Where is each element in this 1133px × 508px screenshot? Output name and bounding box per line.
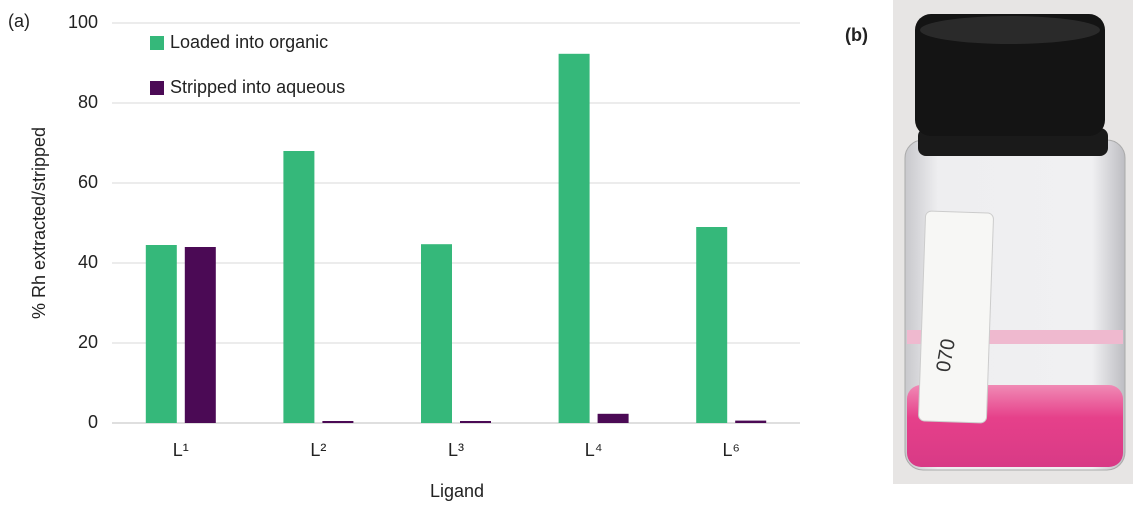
y-axis-title: % Rh extracted/stripped	[29, 127, 49, 319]
bar	[735, 421, 766, 423]
bar	[696, 227, 727, 423]
y-tick-label: 40	[78, 252, 98, 272]
y-tick-label: 0	[88, 412, 98, 432]
x-tick-label: L¹	[173, 440, 189, 460]
y-tick-label: 60	[78, 172, 98, 192]
cap-top	[920, 16, 1100, 44]
panel-label: (b)	[845, 25, 868, 45]
legend-swatch	[150, 36, 164, 50]
x-tick-label: L⁶	[722, 440, 739, 460]
bar	[460, 421, 491, 423]
bar	[598, 414, 629, 423]
figure: (a) % Rh extracted/stripped Ligand 070 (…	[0, 0, 1133, 503]
y-tick-label: 100	[68, 12, 98, 32]
x-tick-label: L²	[310, 440, 326, 460]
y-tick-label: 80	[78, 92, 98, 112]
x-tick-label: L⁴	[585, 440, 603, 460]
bar	[185, 247, 216, 423]
photo: 070	[893, 0, 1133, 484]
legend-swatch	[150, 81, 164, 95]
legend-label: Loaded into organic	[170, 32, 328, 52]
x-axis-title: Ligand	[430, 481, 484, 501]
bar	[283, 151, 314, 423]
x-tick-label: L³	[448, 440, 464, 460]
panel-label: (a)	[8, 11, 30, 31]
vial-label	[918, 211, 993, 423]
bar	[559, 54, 590, 423]
bar	[322, 421, 353, 423]
bar	[146, 245, 177, 423]
y-tick-label: 20	[78, 332, 98, 352]
legend-label: Stripped into aqueous	[170, 77, 345, 97]
bar	[421, 244, 452, 423]
